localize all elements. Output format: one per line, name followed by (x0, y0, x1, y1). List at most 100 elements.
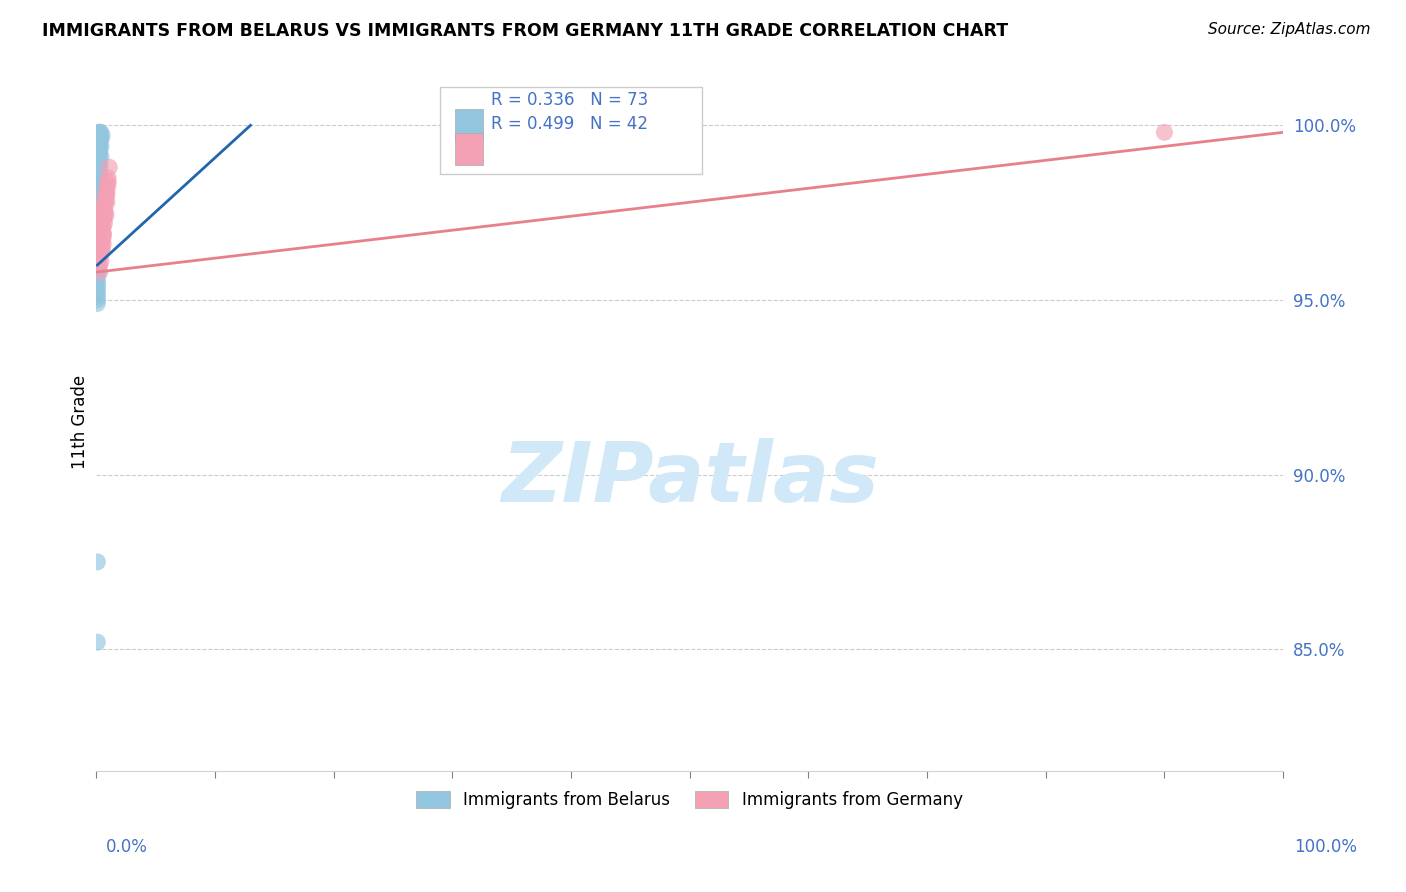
Point (89, 167, 111, 181)
Text: 0.0%: 0.0% (105, 838, 148, 855)
Point (86, 261, 108, 276)
Point (86, 254, 108, 268)
Point (94, 209, 117, 223)
Point (86, 163, 108, 178)
Point (86, 128, 108, 143)
Y-axis label: 11th Grade: 11th Grade (72, 376, 89, 469)
Point (86, 283, 108, 297)
Point (89, 258, 111, 272)
Point (86, 272, 108, 286)
Point (86, 276, 108, 290)
Point (86, 234, 108, 248)
Point (90, 125, 112, 139)
Text: R = 0.336   N = 73: R = 0.336 N = 73 (492, 91, 648, 109)
Point (87, 230, 110, 244)
Point (86, 157, 108, 171)
Point (94, 192, 117, 206)
Point (91, 219, 114, 234)
Point (90, 244, 112, 258)
Point (91, 227, 114, 241)
Point (87, 178, 110, 192)
Point (86, 192, 108, 206)
Point (87, 170, 110, 185)
Point (91, 234, 114, 248)
FancyBboxPatch shape (454, 133, 484, 165)
FancyBboxPatch shape (454, 110, 484, 142)
Legend: Immigrants from Belarus, Immigrants from Germany: Immigrants from Belarus, Immigrants from… (409, 784, 970, 815)
Point (91, 244, 114, 258)
Point (91, 230, 114, 244)
Text: Source: ZipAtlas.com: Source: ZipAtlas.com (1208, 22, 1371, 37)
Point (87, 265, 110, 279)
Point (96, 185, 118, 199)
Point (87, 163, 110, 178)
Point (91, 219, 114, 234)
Point (97, 170, 120, 185)
Point (89, 174, 111, 188)
Point (93, 195, 115, 210)
Point (89, 136, 111, 150)
Point (90, 247, 112, 261)
Point (86, 635, 108, 649)
Point (94, 192, 117, 206)
Point (91, 128, 114, 143)
Point (86, 202, 108, 216)
Point (90, 230, 112, 244)
Point (87, 244, 110, 258)
Point (87, 132, 110, 146)
Point (86, 289, 108, 303)
Point (87, 150, 110, 164)
Point (90, 139, 112, 153)
Point (87, 181, 110, 195)
Point (97, 174, 120, 188)
Point (97, 178, 120, 192)
Point (87, 125, 110, 139)
Point (86, 185, 108, 199)
Text: 100.0%: 100.0% (1294, 838, 1357, 855)
Point (91, 237, 114, 252)
Point (86, 293, 108, 307)
Point (89, 209, 111, 223)
Point (87, 146, 110, 161)
Point (89, 219, 111, 234)
Point (89, 132, 111, 146)
Point (87, 139, 110, 153)
Point (87, 237, 110, 252)
FancyBboxPatch shape (440, 87, 702, 174)
Text: IMMIGRANTS FROM BELARUS VS IMMIGRANTS FROM GERMANY 11TH GRADE CORRELATION CHART: IMMIGRANTS FROM BELARUS VS IMMIGRANTS FR… (42, 22, 1008, 40)
Point (89, 157, 111, 171)
Point (94, 195, 117, 210)
Point (86, 143, 108, 157)
Point (93, 216, 115, 230)
Point (86, 241, 108, 255)
Point (90, 254, 112, 268)
Point (94, 205, 117, 219)
Point (90, 150, 112, 164)
Point (89, 153, 111, 168)
Point (91, 205, 114, 219)
Point (86, 296, 108, 310)
Point (89, 125, 111, 139)
Point (91, 212, 114, 227)
Point (91, 227, 114, 241)
Point (93, 209, 115, 223)
Point (87, 195, 110, 210)
Point (90, 216, 112, 230)
Point (87, 251, 110, 265)
Point (87, 128, 110, 143)
Point (96, 181, 118, 195)
Point (91, 227, 114, 241)
Point (87, 153, 110, 168)
Point (86, 178, 108, 192)
Point (87, 205, 110, 219)
Point (87, 223, 110, 237)
Point (87, 258, 110, 272)
Point (89, 265, 111, 279)
Point (86, 268, 108, 283)
Point (86, 285, 108, 300)
Point (89, 146, 111, 161)
Point (98, 161, 121, 175)
Point (89, 199, 111, 213)
Point (91, 212, 114, 227)
Point (86, 170, 108, 185)
